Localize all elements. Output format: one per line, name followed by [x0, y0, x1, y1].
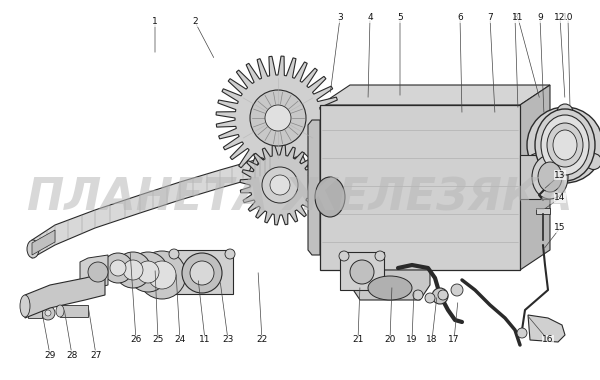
- Circle shape: [88, 262, 108, 282]
- Circle shape: [339, 251, 349, 261]
- Circle shape: [182, 253, 222, 293]
- Ellipse shape: [538, 162, 562, 192]
- Ellipse shape: [541, 115, 589, 175]
- Text: 19: 19: [406, 336, 418, 345]
- Text: 20: 20: [385, 336, 395, 345]
- Circle shape: [265, 105, 291, 131]
- Ellipse shape: [535, 109, 595, 181]
- Circle shape: [190, 261, 214, 285]
- Text: 8: 8: [512, 14, 518, 22]
- Text: 6: 6: [457, 14, 463, 22]
- Text: 9: 9: [537, 14, 543, 22]
- Text: 5: 5: [397, 14, 403, 22]
- Circle shape: [438, 290, 448, 300]
- Circle shape: [45, 310, 51, 316]
- Circle shape: [225, 249, 235, 259]
- Ellipse shape: [315, 177, 345, 217]
- Bar: [28, 308, 42, 318]
- Bar: [60, 305, 88, 317]
- Text: 22: 22: [256, 336, 268, 345]
- Polygon shape: [240, 145, 320, 225]
- Polygon shape: [520, 85, 550, 270]
- Ellipse shape: [27, 240, 39, 258]
- Text: 26: 26: [130, 336, 142, 345]
- Text: 13: 13: [554, 171, 566, 179]
- Text: 28: 28: [67, 350, 77, 359]
- Polygon shape: [308, 120, 320, 255]
- Ellipse shape: [20, 295, 30, 317]
- Polygon shape: [350, 270, 430, 300]
- Circle shape: [262, 167, 298, 203]
- Polygon shape: [216, 56, 340, 180]
- Circle shape: [529, 154, 544, 169]
- Circle shape: [451, 284, 463, 296]
- Text: 24: 24: [175, 336, 185, 345]
- Circle shape: [413, 290, 423, 300]
- Text: 11: 11: [199, 336, 211, 345]
- Text: 12: 12: [554, 14, 566, 22]
- Circle shape: [270, 175, 290, 195]
- Text: 1: 1: [152, 17, 158, 27]
- Circle shape: [555, 135, 575, 155]
- Polygon shape: [528, 315, 565, 342]
- Polygon shape: [340, 252, 384, 290]
- Circle shape: [425, 293, 435, 303]
- Ellipse shape: [553, 130, 577, 160]
- Circle shape: [169, 249, 179, 259]
- Ellipse shape: [547, 123, 583, 167]
- Circle shape: [137, 261, 159, 283]
- Circle shape: [148, 261, 176, 289]
- Text: 16: 16: [542, 336, 554, 345]
- Circle shape: [110, 260, 126, 276]
- Circle shape: [128, 252, 168, 292]
- Bar: [536, 208, 550, 214]
- Polygon shape: [32, 155, 270, 258]
- Circle shape: [432, 288, 448, 304]
- Text: 29: 29: [44, 350, 56, 359]
- Text: 15: 15: [554, 223, 566, 233]
- Text: 2: 2: [192, 17, 198, 27]
- Ellipse shape: [532, 155, 568, 199]
- Text: 7: 7: [487, 14, 493, 22]
- Text: 23: 23: [223, 336, 233, 345]
- Circle shape: [350, 260, 374, 284]
- Circle shape: [123, 260, 143, 280]
- Text: 3: 3: [337, 14, 343, 22]
- Text: 11: 11: [512, 14, 524, 22]
- Ellipse shape: [56, 305, 64, 317]
- Circle shape: [375, 251, 385, 261]
- Circle shape: [586, 154, 600, 169]
- Circle shape: [250, 90, 306, 146]
- Polygon shape: [320, 85, 550, 105]
- Polygon shape: [171, 250, 233, 294]
- Text: 27: 27: [91, 350, 101, 359]
- Circle shape: [557, 104, 573, 120]
- Polygon shape: [25, 273, 105, 318]
- Circle shape: [545, 125, 585, 165]
- Circle shape: [138, 251, 186, 299]
- Circle shape: [41, 306, 55, 320]
- Text: 18: 18: [426, 336, 438, 345]
- Circle shape: [103, 253, 133, 283]
- Bar: [320, 105, 520, 270]
- Text: 4: 4: [367, 14, 373, 22]
- Circle shape: [115, 252, 151, 288]
- Text: 10: 10: [562, 14, 574, 22]
- Text: 14: 14: [554, 193, 566, 203]
- Text: 17: 17: [448, 336, 460, 345]
- Circle shape: [527, 107, 600, 183]
- Bar: [520, 155, 550, 199]
- Text: ПЛАНЕТА ЖЕЛЕЗЯКА: ПЛАНЕТА ЖЕЛЕЗЯКА: [27, 176, 573, 219]
- Polygon shape: [32, 230, 55, 255]
- Circle shape: [517, 328, 527, 338]
- Text: 21: 21: [352, 336, 364, 345]
- Ellipse shape: [368, 276, 412, 300]
- Polygon shape: [80, 255, 108, 290]
- Text: 25: 25: [152, 336, 164, 345]
